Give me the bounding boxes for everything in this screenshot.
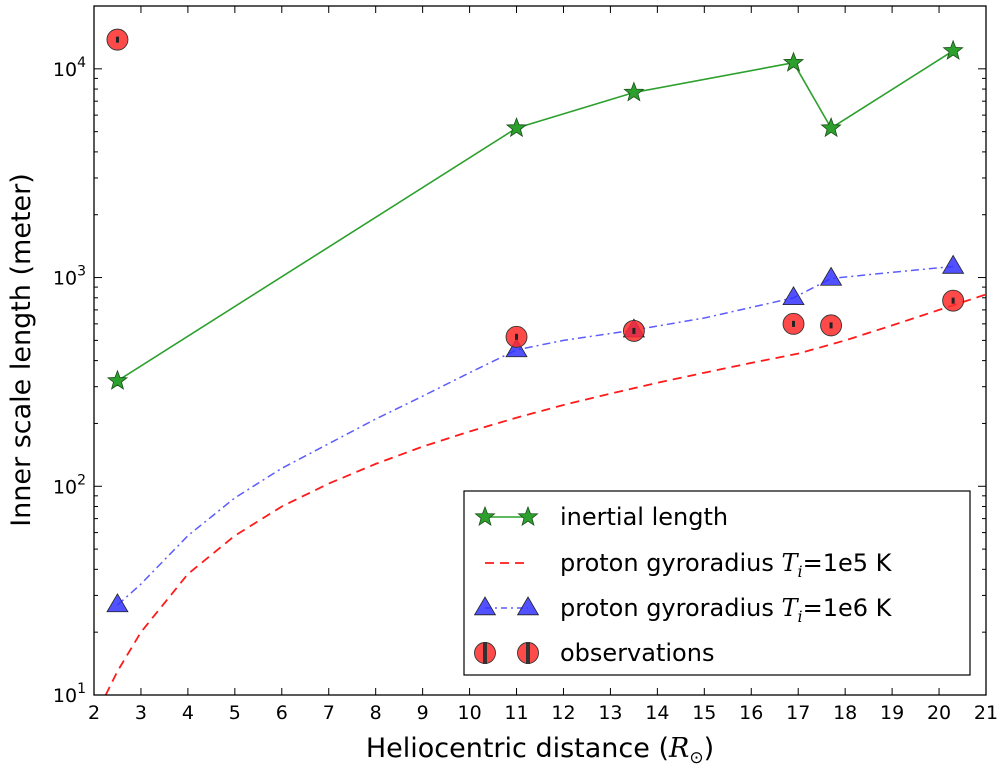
y-tick-label-base-0: 10 bbox=[53, 685, 77, 707]
y-tick-label-0: 101 bbox=[53, 681, 86, 707]
inertial-marker-0 bbox=[106, 369, 129, 390]
x-axis-title-suffix: ) bbox=[704, 733, 715, 764]
x-tick-label-16: 18 bbox=[833, 702, 857, 724]
legend-label-gyro1e5-suffix: =1e5 K bbox=[803, 549, 893, 577]
x-tick-label-11: 13 bbox=[598, 702, 622, 724]
x-tick-label-18: 20 bbox=[927, 702, 951, 724]
x-tick-label-3: 5 bbox=[229, 702, 241, 724]
gyro1e6-marker-0 bbox=[106, 593, 129, 613]
y-tick-label-1: 102 bbox=[53, 472, 86, 498]
legend-label-gyro1e5-subscript: i bbox=[798, 562, 803, 581]
plot-frame bbox=[93, 5, 987, 696]
legend-label-gyro1e6-subscript: i bbox=[798, 607, 803, 626]
y-axis-title: Inner scale length (meter) bbox=[6, 173, 37, 527]
y-tick-label-base-2: 10 bbox=[53, 268, 77, 290]
gyro1e6-marker-4 bbox=[819, 266, 843, 286]
x-tick-label-19: 21 bbox=[974, 702, 998, 724]
x-tick-label-12: 14 bbox=[645, 702, 669, 724]
x-axis-title-prefix: Heliocentric distance ( bbox=[366, 733, 669, 764]
inertial-marker-3 bbox=[782, 51, 805, 72]
series-inertial-line bbox=[117, 50, 954, 382]
y-tick-label-2: 103 bbox=[53, 264, 86, 290]
legend-label-gyro1e5: proton gyroradius Ti=1e5 K bbox=[560, 549, 893, 581]
y-tick-label-exp-2: 3 bbox=[77, 264, 86, 280]
gyro1e6-marker-3 bbox=[782, 285, 805, 306]
x-tick-label-10: 12 bbox=[551, 702, 575, 724]
y-tick-label-exp-1: 2 bbox=[77, 472, 86, 488]
inertial-marker-1 bbox=[505, 116, 528, 138]
inertial-marker-5 bbox=[942, 39, 964, 60]
plot-clipped-group bbox=[104, 28, 986, 695]
plot-area bbox=[104, 28, 986, 695]
legend-inertial-star-a bbox=[474, 505, 496, 527]
inertial-marker-4 bbox=[820, 116, 842, 138]
y-tick-label-base-3: 10 bbox=[53, 59, 77, 81]
series-gyro1e6-line bbox=[117, 265, 954, 606]
axes: 2 3 4 5 6 7 8 9 10 11 12 13 14 15 16 17 18 19 20 2110110210… bbox=[53, 5, 998, 724]
legend-label-gyro1e5-prefix: proton gyroradius bbox=[560, 549, 781, 577]
x-tick-label-15: 17 bbox=[786, 702, 810, 724]
y-tick-label-base-1: 10 bbox=[53, 476, 77, 498]
legend-label-inertial: inertial length bbox=[560, 503, 728, 531]
legend-inertial-star-b bbox=[517, 505, 539, 527]
legend-label-gyro1e5-symbol: T bbox=[781, 549, 799, 577]
x-tick-label-0: 2 bbox=[88, 702, 100, 724]
x-tick-label-2: 4 bbox=[182, 702, 194, 724]
x-axis-title-subscript: ⊙ bbox=[689, 748, 703, 768]
x-tick-label-14: 16 bbox=[739, 702, 763, 724]
x-tick-label-6: 8 bbox=[370, 702, 382, 724]
legend-gyro1e6-triangle-a bbox=[473, 596, 497, 616]
legend-label-gyro1e6-symbol: T bbox=[781, 594, 799, 622]
series-gyro1e5-line bbox=[104, 293, 986, 695]
inertial-marker-2 bbox=[623, 81, 645, 102]
legend-box bbox=[463, 490, 971, 676]
x-tick-label-1: 3 bbox=[135, 702, 147, 724]
x-tick-label-7: 9 bbox=[417, 702, 429, 724]
x-axis-title-symbol: R bbox=[668, 733, 689, 764]
x-tick-label-4: 6 bbox=[276, 702, 288, 724]
legend-label-gyro1e6-prefix: proton gyroradius bbox=[560, 594, 781, 622]
legend-label-obs: observations bbox=[560, 639, 714, 667]
legend-label-gyro1e6: proton gyroradius Ti=1e6 K bbox=[560, 594, 893, 626]
gyro1e6-marker-1 bbox=[505, 338, 528, 358]
y-tick-label-exp-0: 1 bbox=[77, 681, 86, 697]
x-tick-label-13: 15 bbox=[692, 702, 716, 724]
x-tick-label-8: 10 bbox=[457, 702, 481, 724]
x-tick-label-5: 7 bbox=[323, 702, 335, 724]
gyro1e6-marker-5 bbox=[941, 254, 965, 274]
x-axis-title: Heliocentric distance (R⊙) bbox=[366, 733, 714, 768]
y-tick-label-exp-3: 4 bbox=[77, 55, 86, 71]
x-tick-label-17: 19 bbox=[880, 702, 904, 724]
legend-label-gyro1e6-suffix: =1e6 K bbox=[803, 594, 893, 622]
x-tick-label-9: 11 bbox=[504, 702, 528, 724]
legend-gyro1e6-triangle-b bbox=[516, 596, 540, 616]
y-tick-label-3: 104 bbox=[53, 55, 86, 81]
